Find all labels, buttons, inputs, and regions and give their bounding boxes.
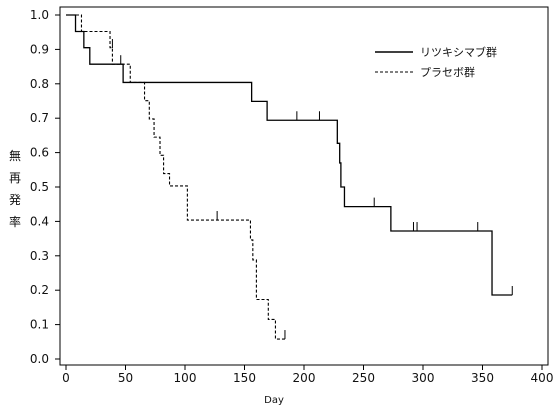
x-tick-label: 250 (352, 371, 375, 385)
series-line (66, 14, 285, 340)
y-tick-label: 0.6 (30, 146, 49, 160)
series-layer (66, 14, 513, 340)
y-axis-label-char: 無 (9, 148, 21, 163)
x-tick-label: 50 (118, 371, 133, 385)
y-axis-label-char: 発 (9, 193, 21, 207)
y-tick-label: 1.0 (30, 8, 49, 22)
y-tick-label: 0.1 (30, 318, 49, 332)
series-1 (66, 14, 513, 296)
y-axis-label-char: 再 (9, 171, 21, 185)
x-axis-label: Day (264, 395, 284, 405)
x-tick-label: 150 (233, 371, 256, 385)
y-tick-label: 0.0 (30, 352, 49, 366)
y-axis-label-char: 率 (9, 214, 21, 229)
y-tick-label: 0.9 (30, 42, 49, 56)
y-tick-label: 0.7 (30, 111, 49, 125)
y-tick-label: 0.3 (30, 249, 49, 263)
x-tick-label: 100 (174, 371, 197, 385)
series-2 (66, 14, 286, 340)
plot-border (59, 6, 549, 366)
y-axis: 0.0 0.1 0.2 0.3 0.4 0.5 0.6 0.7 0.8 0.9 1.0 (30, 8, 60, 366)
x-tick-label: 0 (62, 371, 70, 385)
y-tick-label: 0.4 (30, 214, 49, 228)
series-line (66, 14, 513, 296)
y-tick-label: 0.5 (30, 180, 49, 194)
x-tick-label: 300 (412, 371, 435, 385)
legend-label: プラセボ群 (420, 65, 475, 79)
y-tick-label: 0.8 (30, 77, 49, 91)
plot-frame (59, 6, 549, 366)
x-tick-label: 400 (531, 371, 554, 385)
y-tick-label: 0.2 (30, 283, 49, 297)
x-tick-label: 350 (471, 371, 494, 385)
x-axis-label-group: Day (264, 395, 284, 406)
legend-label: リツキシマブ群 (420, 45, 497, 59)
x-tick-label: 200 (293, 371, 316, 385)
x-axis: 0 50 100 150 200 250 300 350 400 (62, 365, 553, 385)
